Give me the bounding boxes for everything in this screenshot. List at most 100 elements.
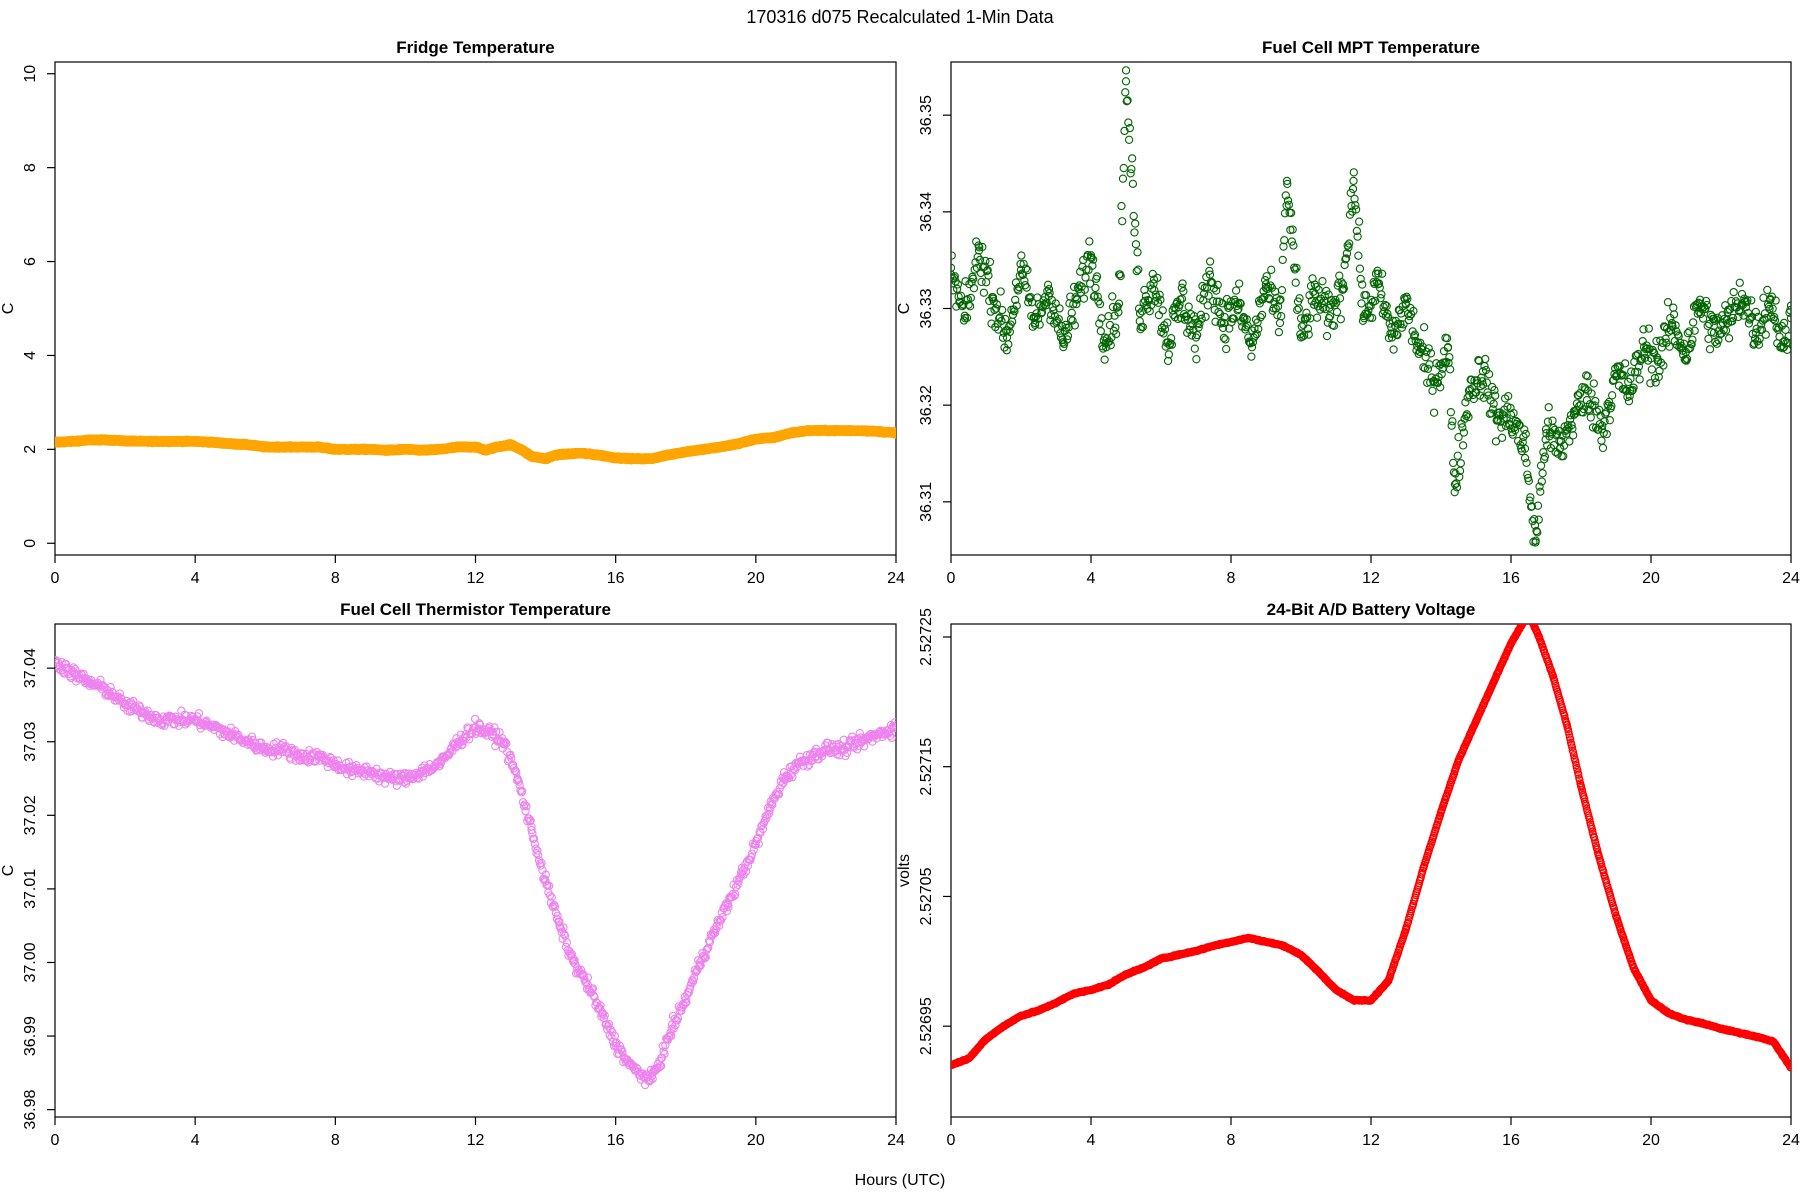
mpt-data-point (1068, 316, 1077, 325)
fridge-data-point (55, 437, 61, 448)
mpt-data-point (1089, 292, 1099, 301)
mpt-panel-title: Fuel Cell MPT Temperature (1262, 38, 1480, 57)
mpt-data-point (1490, 386, 1499, 395)
mpt-data-point (1597, 425, 1607, 434)
thermistor-data-point (657, 1053, 666, 1063)
fridge-data-point (820, 425, 832, 436)
mpt-data-point (1747, 296, 1756, 305)
mpt-data-point (1415, 347, 1425, 357)
fridge-data-point (172, 436, 183, 447)
thermistor-data-point (632, 1063, 641, 1073)
mpt-data-point (1159, 329, 1168, 338)
mpt-data-point (988, 294, 998, 303)
thermistor-data-point (702, 945, 711, 955)
mpt-data-point (1491, 391, 1500, 400)
mpt-data-point (1689, 318, 1698, 327)
mpt-data-point (1303, 324, 1313, 333)
mpt-data-point (1022, 283, 1031, 292)
mpt-data-point (1219, 333, 1229, 343)
thermistor-data-point (885, 731, 895, 740)
thermistor-data-point (311, 756, 321, 765)
mpt-data-point (1264, 282, 1273, 292)
mpt-data-point (1119, 163, 1128, 173)
mpt-data-point (1537, 477, 1546, 486)
mpt-data-point (1698, 305, 1707, 314)
mpt-data-point (1659, 361, 1668, 370)
mpt-data-point (992, 300, 1002, 309)
mpt-data-point (1723, 318, 1733, 328)
mpt-data-point (1192, 355, 1201, 364)
mpt-data-point (1504, 392, 1513, 401)
mpt-data-point (1377, 269, 1387, 278)
mpt-data-point (1423, 364, 1433, 374)
mpt-y-axis-label: C (896, 303, 913, 315)
mpt-data-point (1690, 326, 1699, 335)
mpt-data-point (953, 280, 963, 289)
mpt-data-point (1349, 168, 1358, 177)
mpt-data-point (1705, 345, 1715, 354)
mpt-data-point (1595, 419, 1605, 429)
fridge-data-point (470, 441, 481, 453)
mpt-data-point (983, 266, 992, 275)
mpt-data-point (1088, 261, 1097, 270)
mpt-data-point (1381, 311, 1391, 321)
mpt-data-point (1037, 309, 1046, 318)
thermistor-data-point (470, 714, 480, 724)
mpt-data-point (1030, 318, 1040, 328)
mpt-data-point (1368, 313, 1377, 323)
thermistor-data-point (69, 663, 78, 672)
mpt-data-point (996, 287, 1005, 296)
mpt-data-point (1072, 294, 1082, 303)
mpt-data-point (1096, 326, 1105, 336)
mpt-data-point (1247, 343, 1257, 352)
mpt-data-point (975, 243, 984, 252)
mpt-data-point (1453, 451, 1462, 460)
mpt-data-point (1118, 174, 1128, 183)
mpt-data-point (1778, 344, 1787, 353)
mpt-data-point (1342, 249, 1352, 258)
mpt-data-point (1583, 386, 1593, 395)
mpt-data-point (1361, 290, 1371, 300)
mpt-data-point (1548, 416, 1557, 425)
mpt-x-tick-label: 24 (1782, 570, 1800, 587)
fridge-data-point (838, 425, 849, 436)
fridge-data-point (592, 449, 604, 461)
fridge-data-point (733, 438, 744, 449)
thermistor-data-point (695, 960, 704, 969)
mpt-data-point (1555, 444, 1565, 453)
mpt-data-point (1218, 323, 1228, 333)
mpt-data-point (1222, 344, 1231, 354)
mpt-data-point (1536, 461, 1546, 470)
thermistor-data-point (513, 774, 522, 783)
mpt-data-point (1419, 323, 1429, 332)
thermistor-data-point (835, 751, 844, 760)
mpt-data-point (984, 271, 993, 280)
thermistor-data-point (743, 861, 752, 870)
mpt-data-point (1571, 409, 1580, 418)
thermistor-plot-frame (54, 623, 897, 1118)
mpt-data-point (1156, 295, 1165, 304)
mpt-y-tick-label: 36.32 (918, 385, 935, 425)
mpt-data-point (1482, 378, 1491, 387)
mpt-data-point (1145, 307, 1154, 316)
mpt-data-point (1436, 383, 1445, 392)
mpt-data-point (1724, 334, 1734, 343)
mpt-x-tick-label: 16 (1502, 570, 1520, 587)
mpt-data-point (1608, 391, 1617, 400)
mpt-data-point (1290, 265, 1300, 274)
mpt-data-point (1786, 301, 1791, 310)
thermistor-data-point (646, 1076, 655, 1085)
thermistor-data-point (587, 985, 597, 994)
thermistor-data-point (764, 809, 774, 818)
battery-y-tick-label: 2.52695 (918, 997, 935, 1055)
thermistor-data-point (71, 671, 81, 680)
mpt-data-point (1544, 403, 1553, 412)
battery-x-tick-label: 8 (1227, 1132, 1236, 1149)
mpt-data-point (1781, 325, 1790, 334)
thermistor-data-point (856, 737, 866, 746)
mpt-data-point (1445, 365, 1455, 374)
mpt-data-point (1569, 431, 1578, 440)
battery-data-point (1524, 613, 1531, 620)
mpt-data-point (1079, 294, 1089, 303)
